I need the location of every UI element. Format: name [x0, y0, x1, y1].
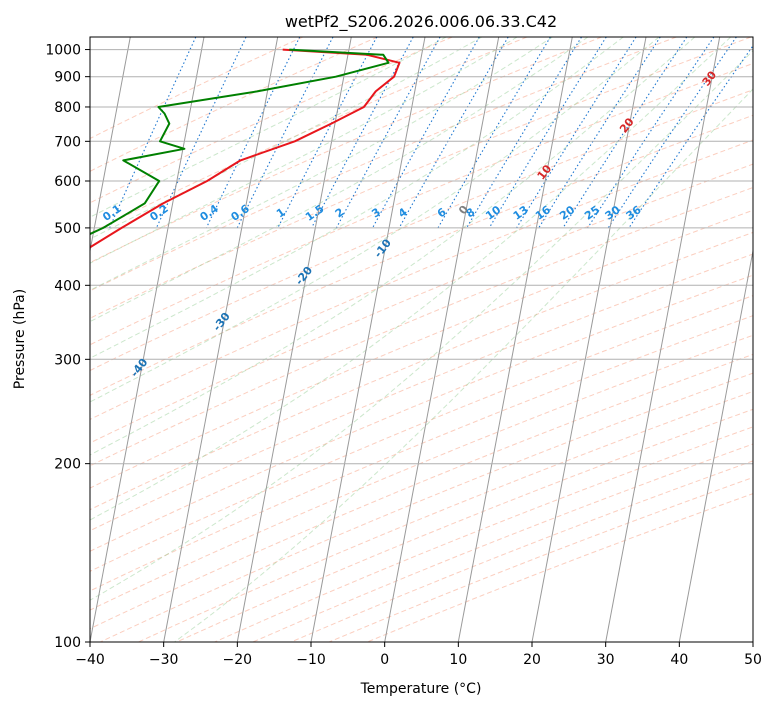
x-tick-label: −20 — [223, 652, 253, 668]
moist-adiabat-line — [90, 37, 660, 403]
dry-adiabat-line — [90, 37, 453, 204]
dry-adiabat-line — [90, 37, 752, 319]
grid-lines — [90, 37, 753, 642]
isotherm-line — [605, 37, 721, 642]
dry-adiabat-line — [90, 231, 753, 511]
y-tick-label: 500 — [54, 221, 81, 237]
dry-adiabat-line — [90, 186, 753, 467]
mixing-ratio-line — [466, 37, 582, 229]
isotherm-line — [384, 37, 500, 642]
x-tick-label: 40 — [670, 652, 688, 668]
isotherm-line — [90, 37, 205, 642]
dewpoint-profile-line — [90, 48, 390, 236]
y-tick-label: 300 — [54, 352, 81, 368]
mixing-ratio-line — [372, 37, 480, 229]
y-tick-label: 900 — [54, 70, 81, 86]
plot-frame — [89, 36, 754, 643]
dry-adiabat-line — [90, 114, 753, 396]
mixing-ratio-line — [335, 37, 441, 229]
dry-adiabat-line — [138, 390, 753, 642]
y-tick-label: 800 — [54, 100, 81, 116]
dry-adiabat-line — [90, 353, 753, 630]
dry-adiabat-line — [90, 163, 753, 444]
dry-adiabat-line — [90, 334, 753, 611]
dry-adiabat-line — [90, 315, 753, 592]
isotherm-line — [236, 37, 352, 642]
moist-adiabat-line — [90, 49, 753, 601]
isotherm-line — [531, 37, 647, 642]
mixing-ratio-line — [236, 37, 334, 229]
x-axis-title: Temperature (°C) — [360, 681, 482, 697]
dry-adiabat-line — [90, 37, 677, 292]
mixing-ratio-line — [277, 37, 378, 229]
y-tick-label: 400 — [54, 278, 81, 294]
x-tick-label: 0 — [380, 652, 389, 668]
y-tick-label: 600 — [54, 174, 81, 190]
dry-adiabat-line — [90, 253, 753, 532]
y-tick-label: 1000 — [45, 43, 81, 59]
mixing-ratio-line — [607, 37, 737, 229]
dry-adiabat-line — [90, 62, 753, 346]
moist-adiabat-line — [90, 37, 589, 323]
y-axis-title: Pressure (hPa) — [12, 289, 28, 389]
profile-lines — [90, 48, 401, 249]
dry-adiabat-line — [100, 372, 753, 642]
mixing-ratio-line — [587, 37, 715, 229]
dry-adiabat-line — [90, 37, 304, 140]
dry-adiabat-line — [90, 139, 753, 421]
mixing-ratio-line — [516, 37, 637, 229]
isotherm-line — [90, 37, 131, 254]
background-lines — [90, 37, 753, 642]
mixing-ratio-line — [205, 37, 301, 229]
isotherm-line — [163, 37, 279, 642]
mixing-ratio-line — [562, 37, 688, 229]
y-axis: 100 200 300 400 500 600 700 800 900 1000 — [45, 43, 90, 651]
moist-adiabat-line — [90, 37, 518, 264]
dry-adiabat-line — [90, 274, 753, 552]
mixing-ratio-line — [628, 44, 753, 229]
isotherm-line — [457, 37, 573, 642]
moist-adiabat-line — [90, 37, 732, 521]
x-tick-label: 20 — [523, 652, 541, 668]
x-tick-label: −10 — [296, 652, 326, 668]
temperature-profile-line — [90, 48, 401, 249]
dry-adiabat-line — [90, 37, 602, 264]
x-tick-label: 50 — [744, 652, 762, 668]
isotherm-line — [310, 37, 426, 642]
x-axis: −40 −30 −20 −10 0 10 20 30 40 50 — [75, 642, 762, 668]
mixing-ratio-line — [538, 37, 661, 229]
isotherm-line — [678, 248, 753, 642]
x-tick-label: −30 — [149, 652, 179, 668]
mixing-ratio-line — [311, 37, 414, 229]
y-tick-label: 700 — [54, 134, 81, 150]
x-tick-label: −40 — [75, 652, 105, 668]
x-tick-label: 10 — [449, 652, 467, 668]
moist-adiabat-line — [90, 37, 696, 456]
moist-adiabat-line — [90, 37, 624, 359]
dry-adiabat-line — [90, 295, 753, 572]
x-tick-label: 30 — [597, 652, 615, 668]
y-tick-label: 100 — [54, 635, 81, 651]
moist-adiabat-line — [90, 37, 447, 218]
y-tick-label: 200 — [54, 457, 81, 473]
chart-title: wetPf2_S206.2026.006.06.33.C42 — [285, 12, 557, 32]
